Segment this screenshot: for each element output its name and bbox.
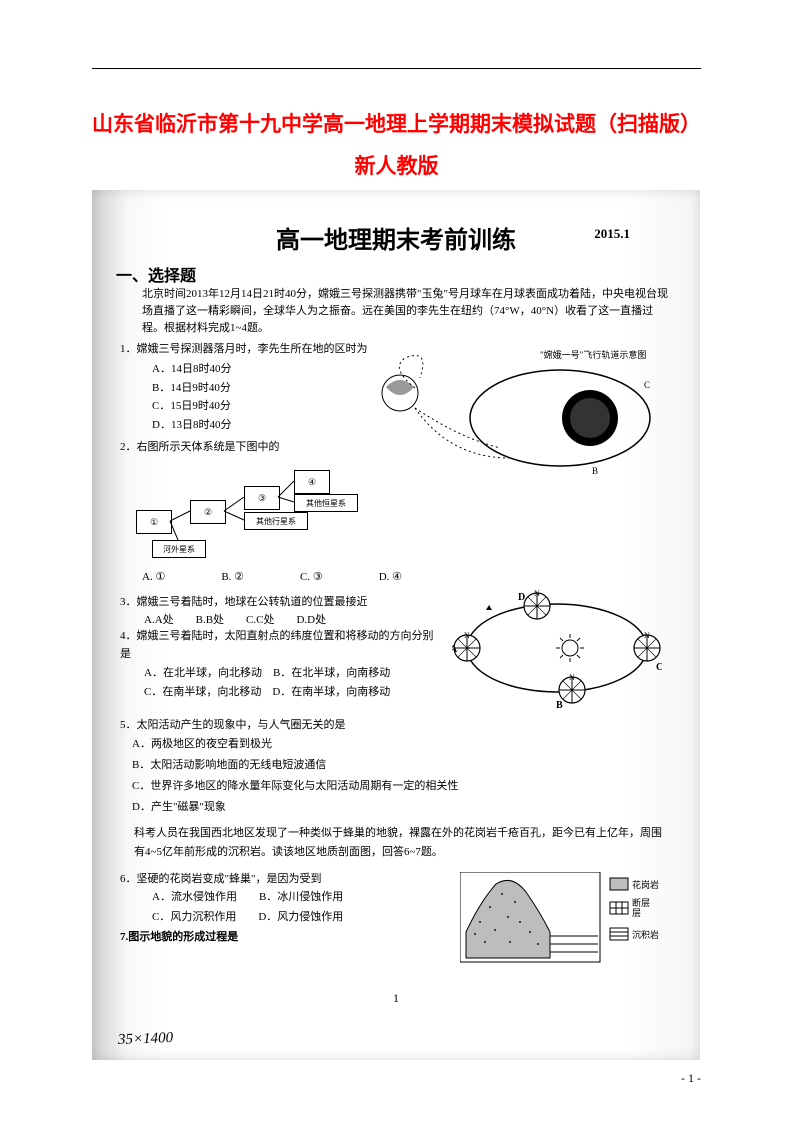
question-5: 5．太阳活动产生的现象中，与人气圈无关的是 [120, 716, 346, 732]
svg-text:N: N [569, 673, 575, 682]
question-1: 1．嫦娥三号探测器落月时，李先生所在地的区时为 [120, 340, 368, 356]
svg-text:沉积岩: 沉积岩 [632, 929, 659, 940]
q2-opt-a: A. ① [142, 570, 165, 583]
svg-text:C: C [656, 662, 662, 673]
q1-opt-a: A．14日8时40分 [152, 360, 231, 379]
svg-text:N: N [464, 631, 470, 640]
question-1-options: A．14日8时40分 B．14日9时40分 C．15日9时40分 D．13日8时… [152, 360, 231, 435]
question-4: 4．嫦娥三号着陆时，太阳直射点的纬度位置和将移动的方向分别是 [120, 628, 440, 663]
passage-intro-2: 科考人员在我国西北地区发现了一种类似于蜂巢的地貌，裸露在外的花岗岩千疮百孔，距今… [134, 824, 670, 861]
earth-orbit-diagram: N A N D N C [452, 588, 662, 708]
svg-text:C: C [644, 380, 650, 390]
q1-opt-c: C．15日9时40分 [152, 397, 231, 416]
question-2-options: A. ① B. ② C. ③ D. ④ [142, 570, 502, 583]
passage-intro: 北京时间2013年12月14日21时40分，嫦娥三号探测器携带"玉兔"号月球车在… [142, 286, 670, 337]
page-footer-number: - 1 - [681, 1071, 701, 1086]
scan-content: 高一地理期末考前训练 2015.1 一、选择题 北京时间2013年12月14日2… [92, 190, 700, 1060]
section-heading: 一、选择题 [116, 262, 196, 286]
exam-date: 2015.1 [594, 226, 630, 242]
svg-text:层: 层 [632, 908, 641, 918]
question-6-options: A．流水侵蚀作用 B．冰川侵蚀作用 C．风力沉积作用 D．风力侵蚀作用 [152, 888, 343, 928]
scan-page-number: 1 [393, 991, 399, 1006]
orbit-caption: "嫦娥一号"飞行轨道示意图 [540, 349, 646, 360]
q4-opt-cd: C．在南半球，向北移动 D．在南半球，向南移动 [144, 683, 390, 702]
handwritten-note: 35×1400 [118, 1030, 174, 1049]
earth-B: N B [556, 673, 585, 708]
earth-D: N D [518, 589, 550, 619]
svg-text:N: N [534, 589, 540, 598]
svg-text:花岗岩: 花岗岩 [632, 879, 659, 890]
svg-text:断层: 断层 [632, 897, 650, 908]
scanned-exam-image: 高一地理期末考前训练 2015.1 一、选择题 北京时间2013年12月14日2… [92, 190, 700, 1060]
q6-opt-ab: A．流水侵蚀作用 B．冰川侵蚀作用 [152, 888, 343, 908]
question-4-options: A．在北半球，向北移动 B．在北半球，向南移动 C．在南半球，向北移动 D．在南… [144, 664, 390, 701]
svg-text:N: N [644, 631, 650, 640]
hierarchy-diagram: ① ② ③ ④ 其他行星系 其他恒星系 河外星系 [136, 470, 356, 562]
question-7: 7.图示地貌的形成过程是 [120, 928, 238, 944]
question-3: 3．嫦娥三号着陆时，地球在公转轨道的位置最接近 [120, 594, 440, 612]
geology-profile-diagram: 花岗岩 断层 层 沉积岩 [460, 872, 660, 964]
q5-opt-c: C．世界许多地区的降水量年际变化与太阳活动周期有一定的相关性 [132, 776, 458, 797]
question-5-options: A．两极地区的夜空看到极光 B．太阳活动影响地面的无线电短波通信 C．世界许多地… [132, 734, 458, 818]
q1-opt-b: B．14日9时40分 [152, 379, 231, 398]
page: 山东省临沂市第十九中学高一地理上学期期末模拟试题（扫描版）新人教版 高一地理期末… [0, 0, 793, 1122]
earth-A: N A [452, 631, 480, 661]
orbit-diagram: "嫦娥一号"飞行轨道示意图 C B [360, 348, 660, 478]
q5-opt-a: A．两极地区的夜空看到极光 [132, 734, 458, 755]
q2-opt-d: D. ④ [379, 570, 402, 583]
question-2: 2．右图所示天体系统是下图中的 [120, 438, 280, 454]
document-title: 山东省临沂市第十九中学高一地理上学期期末模拟试题（扫描版）新人教版 [92, 104, 701, 188]
q2-opt-b: B. ② [221, 570, 244, 583]
q1-opt-d: D．13日8时40分 [152, 416, 231, 435]
svg-text:A: A [452, 644, 458, 655]
question-3-options: A.A处 B.B处 C.C处 D.D处 [144, 611, 326, 627]
svg-text:D: D [518, 592, 525, 603]
question-6: 6．坚硬的花岗岩变成"蜂巢"，是因为受到 [120, 870, 321, 886]
q6-opt-cd: C．风力沉积作用 D．风力侵蚀作用 [152, 908, 343, 928]
q2-opt-c: C. ③ [300, 570, 323, 583]
q5-opt-d: D．产生"磁暴"现象 [132, 797, 458, 818]
svg-text:B: B [592, 466, 598, 476]
top-rule [92, 68, 701, 69]
box-connectors [136, 470, 356, 562]
svg-text:B: B [556, 700, 563, 708]
q5-opt-b: B．太阳活动影响地面的无线电短波通信 [132, 755, 458, 776]
q4-opt-ab: A．在北半球，向北移动 B．在北半球，向南移动 [144, 664, 390, 683]
